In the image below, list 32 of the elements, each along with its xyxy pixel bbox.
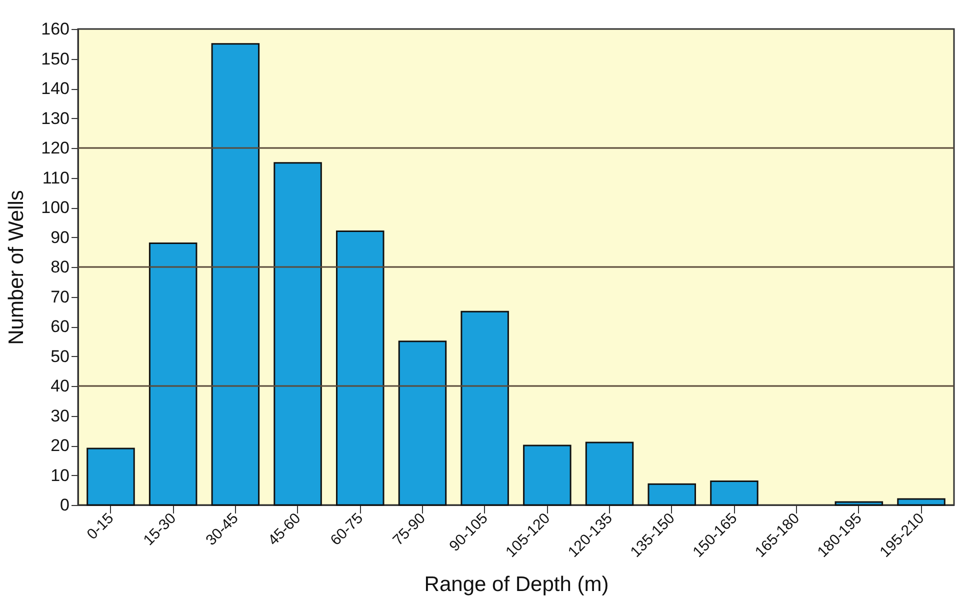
y-tick-label: 150 (41, 49, 70, 68)
y-tick-label: 20 (50, 436, 70, 455)
y-tick-label: 10 (50, 466, 70, 485)
bar (648, 483, 696, 506)
bar (398, 340, 447, 506)
y-tick-label: 0 (60, 496, 70, 514)
y-tick-label: 130 (41, 108, 70, 128)
y-tick-label: 40 (50, 376, 70, 396)
bar (710, 480, 758, 506)
bar (523, 444, 572, 506)
bar (211, 43, 260, 506)
y-axis-title: Number of Wells (5, 190, 28, 345)
bar (897, 498, 946, 506)
y-tick-label: 50 (50, 346, 70, 366)
bar (336, 230, 384, 506)
bar (86, 448, 135, 506)
bar (834, 501, 884, 506)
y-tick-label: 160 (41, 20, 70, 38)
y-tick-label: 120 (41, 138, 70, 158)
y-tick-label: 30 (50, 406, 70, 426)
bar (148, 242, 198, 506)
y-tick-label: 100 (41, 198, 70, 217)
y-tick-label: 80 (50, 258, 70, 276)
x-axis-title: Range of Depth (m) (424, 573, 609, 596)
bar (460, 310, 509, 506)
y-tick-label: 110 (42, 168, 70, 188)
bar (274, 162, 322, 506)
bar (585, 442, 634, 506)
y-tick-label: 60 (50, 317, 70, 336)
y-tick-label: 140 (41, 79, 70, 98)
y-tick-label: 70 (50, 287, 70, 306)
y-tick-label: 90 (50, 228, 70, 247)
